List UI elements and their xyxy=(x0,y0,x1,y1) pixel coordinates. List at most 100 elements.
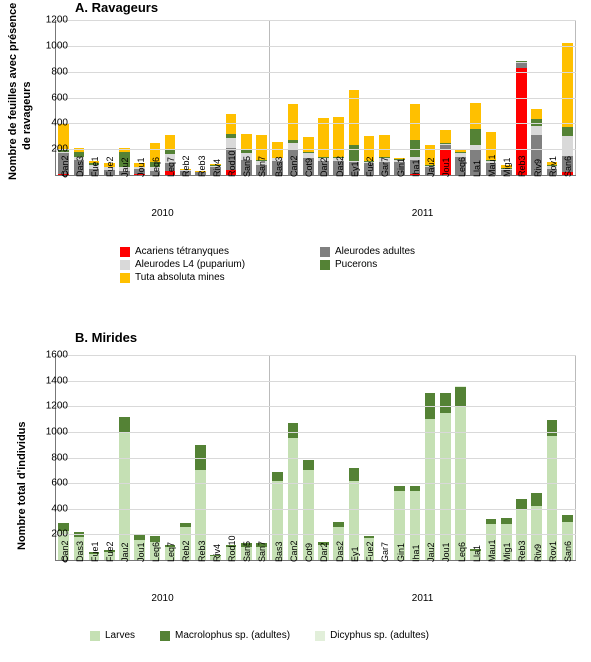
chart-b-xlabel: Bas3 xyxy=(272,541,284,562)
chart-a-xlabel: Can2 xyxy=(287,155,299,177)
chart-b-gridline xyxy=(56,381,576,382)
chart-b-legend-item: Dicyphus sp. (adultes) xyxy=(315,630,429,641)
chart-a-title: A. Ravageurs xyxy=(75,0,158,15)
chart-a-segment xyxy=(470,129,481,146)
chart-a-xlabel: Jou1 xyxy=(439,157,451,177)
chart-b-ytick: 1200 xyxy=(46,401,68,412)
chart-b-xlabel: Das2 xyxy=(333,541,345,562)
chart-a: A. Ravageurs Nombre de feuilles avec pré… xyxy=(0,0,591,300)
legend-swatch xyxy=(120,247,130,257)
chart-b-gridline xyxy=(56,355,576,356)
chart-a-ytick: 1200 xyxy=(46,15,68,26)
chart-b-xlabel: Rod10 xyxy=(225,535,237,562)
chart-a-legend-item: Tuta absoluta mines xyxy=(120,271,320,284)
chart-b-xlabel: Mig1 xyxy=(500,542,512,562)
chart-a-legend-item: Pucerons xyxy=(320,258,520,271)
chart-b-xlabel: Dar2 xyxy=(317,542,329,562)
chart-b-xlabel: Reb2 xyxy=(179,540,191,562)
chart-a-xlabel: Jau2 xyxy=(118,157,130,177)
chart-b-segment xyxy=(516,499,527,509)
chart-a-segment xyxy=(562,136,573,155)
legend-label: Larves xyxy=(105,630,135,641)
chart-a-xlabel: Reb2 xyxy=(179,155,191,177)
legend-label: Aleurodes adultes xyxy=(335,246,415,257)
chart-b-year-label: 2011 xyxy=(270,560,575,604)
chart-b-ytick: 800 xyxy=(51,452,68,463)
chart-b-xlabel: San7 xyxy=(255,541,267,562)
chart-b-xlabel: Fue2 xyxy=(103,541,115,562)
chart-b-xlabel: Iha1 xyxy=(409,544,421,562)
legend-label: Macrolophus sp. (adultes) xyxy=(175,630,290,641)
chart-a-ytick: 600 xyxy=(51,92,68,103)
chart-a-ytick: 0 xyxy=(62,170,68,181)
chart-b-segment xyxy=(547,420,558,435)
chart-b-year-label: 2010 xyxy=(56,560,269,604)
page: A. Ravageurs Nombre de feuilles avec pré… xyxy=(0,0,591,662)
chart-a-xlabel: Lla1 xyxy=(470,160,482,177)
chart-a-gridline xyxy=(56,98,576,99)
chart-a-xlabel: Leq6 xyxy=(149,157,161,177)
chart-a-xlabel: Gar7 xyxy=(378,157,390,177)
chart-a-xlabel: Dar2 xyxy=(317,157,329,177)
chart-a-gridline xyxy=(56,72,576,73)
chart-a-xlabel: Rod10 xyxy=(225,150,237,177)
chart-b-xlabel: Gar7 xyxy=(378,542,390,562)
chart-b-title: B. Mirides xyxy=(75,330,137,345)
chart-b-xlabel: Leq7 xyxy=(164,542,176,562)
chart-a-ytick: 1000 xyxy=(46,40,68,51)
chart-a-segment xyxy=(226,138,237,148)
chart-b-xlabel: Jau2 xyxy=(118,542,130,562)
chart-a-xlabel: Fue1 xyxy=(88,156,100,177)
chart-a-segment xyxy=(531,126,542,135)
chart-b-segment xyxy=(288,423,299,438)
chart-a-segment xyxy=(562,127,573,136)
chart-b-ytick: 0 xyxy=(62,555,68,566)
chart-b-xlabel: Das3 xyxy=(73,541,85,562)
chart-b-stack xyxy=(119,417,130,561)
chart-b-xlabel: Reb3 xyxy=(515,540,527,562)
chart-a-segment xyxy=(440,130,451,143)
chart-a-segment xyxy=(531,109,542,119)
chart-a-legend-item: Aleurodes L4 (puparium) xyxy=(120,258,320,271)
chart-b-segment xyxy=(119,432,130,560)
chart-b-xlabel: Cot9 xyxy=(302,543,314,562)
chart-b-segment xyxy=(440,413,451,560)
chart-b-plot: 2010Can2Das3Fue1Fue2Jau2Jou1Leq6Leq7Reb2… xyxy=(55,355,576,561)
chart-b-stack xyxy=(288,423,299,560)
chart-b-segment xyxy=(425,419,436,560)
chart-b-segment xyxy=(531,493,542,506)
chart-b: B. Mirides Nombre total d'individus 2010… xyxy=(0,330,591,660)
chart-a-xlabel: Jou1 xyxy=(134,157,146,177)
chart-b-legend-item: Larves xyxy=(90,630,135,641)
chart-b-gridline xyxy=(56,406,576,407)
chart-a-segment xyxy=(241,134,252,151)
chart-b-xlabel: Leq6 xyxy=(455,542,467,562)
legend-swatch xyxy=(320,260,330,270)
chart-b-ytick: 200 xyxy=(51,529,68,540)
chart-a-segment xyxy=(379,135,390,157)
chart-a-year-label: 2010 xyxy=(56,175,269,219)
chart-a-ytick: 200 xyxy=(51,144,68,155)
chart-a-xlabel: Fue2 xyxy=(103,156,115,177)
chart-b-xlabel: Ey1 xyxy=(348,546,360,562)
chart-b-ytick: 1400 xyxy=(46,375,68,386)
chart-a-xlabel: Riv9 xyxy=(531,159,543,177)
legend-swatch xyxy=(120,260,130,270)
chart-a-xlabel: Leq7 xyxy=(164,157,176,177)
chart-b-xlabel: Jou1 xyxy=(439,542,451,562)
chart-a-segment xyxy=(562,43,573,127)
chart-a-plot: 2010Can2Das3Fue1Fue2Jau2Jou1Leq6Leq7Reb2… xyxy=(55,20,576,176)
chart-a-year-label: 2011 xyxy=(270,175,575,219)
chart-a-xlabel: Fue2 xyxy=(363,156,375,177)
chart-a-xlabel: Gin1 xyxy=(394,158,406,177)
chart-a-xlabel: Bas3 xyxy=(272,156,284,177)
chart-b-gridline xyxy=(56,432,576,433)
chart-b-stack xyxy=(547,420,558,560)
chart-a-segment xyxy=(165,135,176,151)
legend-label: Dicyphus sp. (adultes) xyxy=(330,630,429,641)
chart-b-xlabel: Riv4 xyxy=(210,544,222,562)
chart-b-gridline xyxy=(56,509,576,510)
chart-b-xlabel: Fue2 xyxy=(363,541,375,562)
chart-a-segment xyxy=(410,104,421,140)
chart-b-gridline xyxy=(56,483,576,484)
